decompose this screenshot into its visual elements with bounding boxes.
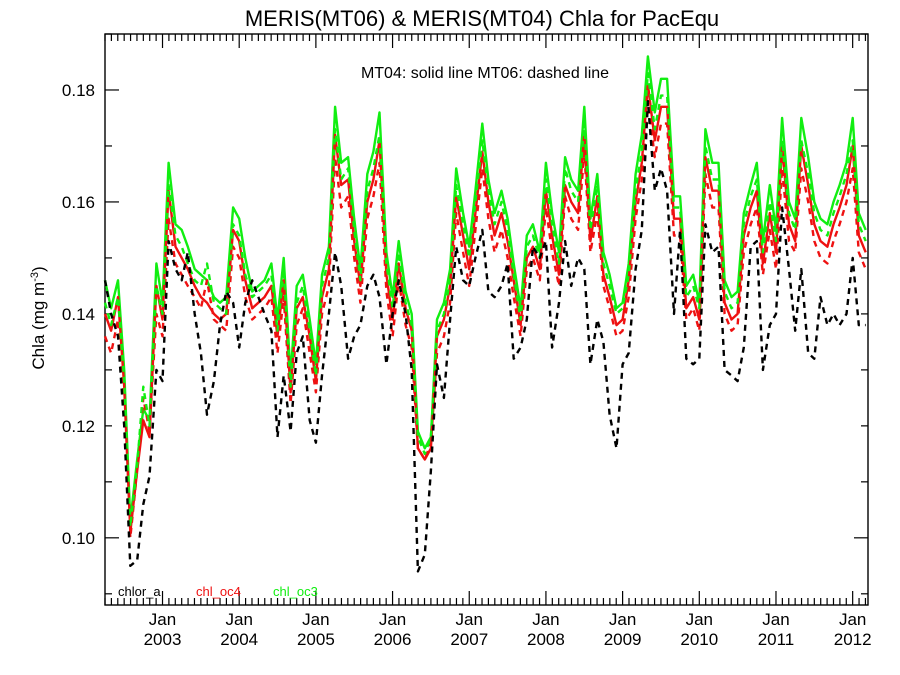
x-tick-year: 2010 <box>680 630 718 649</box>
x-tick-year: 2007 <box>450 630 488 649</box>
x-tick-month: Jan <box>225 610 252 629</box>
series-line-chl_oc4-dashed <box>103 100 867 539</box>
x-tick-month: Jan <box>532 610 559 629</box>
y-tick-label: 0.18 <box>62 81 95 100</box>
x-tick-year: 2003 <box>144 630 182 649</box>
x-tick-year: 2012 <box>834 630 872 649</box>
legend-entry-chl_oc3: chl_oc3 <box>273 584 318 599</box>
line-style-note: MT04: solid line MT06: dashed line <box>361 65 609 82</box>
y-axis-label-text: Chla (mg m <box>29 282 48 370</box>
plot-area <box>104 33 869 606</box>
x-tick-month: Jan <box>686 610 713 629</box>
y-axis-label-close: ) <box>29 266 48 272</box>
chart-title: MERIS(MT06) & MERIS(MT04) Chla for PacEq… <box>245 6 719 31</box>
legend-entry-chl_oc4: chl_oc4 <box>196 584 241 599</box>
series-group <box>103 55 867 573</box>
x-tick-month: Jan <box>302 610 329 629</box>
x-tick-year: 2011 <box>758 630 795 649</box>
plot-frame <box>104 33 869 606</box>
x-tick-year: 2006 <box>374 630 412 649</box>
y-tick-label: 0.14 <box>62 305 95 324</box>
y-axis-label: Chla (mg m-3) <box>29 266 48 369</box>
y-axis-label-superscript: -3 <box>29 272 41 282</box>
series-line-chl_oc3-solid <box>103 55 867 523</box>
x-tick-month: Jan <box>762 610 789 629</box>
y-tick-label: 0.16 <box>62 193 95 212</box>
y-tick-label: 0.10 <box>62 529 95 548</box>
legend: chlor_a chl_oc4 chl_oc3 <box>118 584 318 599</box>
x-tick-month: Jan <box>609 610 636 629</box>
y-tick-label: 0.12 <box>62 417 95 436</box>
x-tick-year: 2008 <box>527 630 565 649</box>
x-tick-year: 2009 <box>604 630 642 649</box>
x-tick-month: Jan <box>149 610 176 629</box>
series-line-chl_oc3-dashed <box>103 72 867 528</box>
x-tick-month: Jan <box>839 610 866 629</box>
legend-entry-chlor_a: chlor_a <box>118 584 161 599</box>
x-axis: Jan2003Jan2004Jan2005Jan2006Jan2007Jan20… <box>104 34 872 649</box>
x-tick-year: 2004 <box>220 630 258 649</box>
x-tick-month: Jan <box>379 610 406 629</box>
x-tick-month: Jan <box>456 610 483 629</box>
y-axis: 0.10 0.12 0.14 0.16 0.18 <box>62 33 868 595</box>
x-tick-year: 2005 <box>297 630 335 649</box>
